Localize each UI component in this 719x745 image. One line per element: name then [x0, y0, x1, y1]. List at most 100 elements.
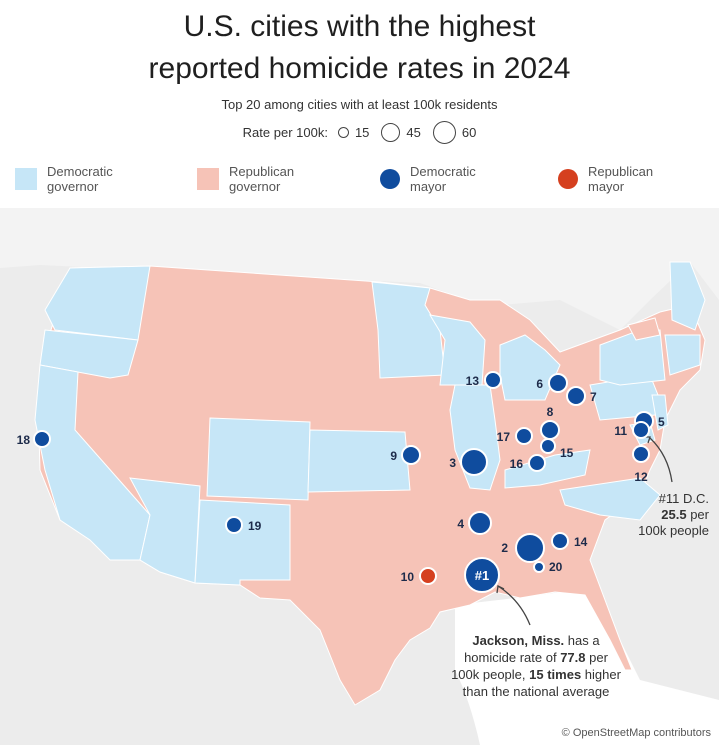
map-credit: © OpenStreetMap contributors	[561, 727, 711, 739]
city-circle[interactable]	[528, 454, 546, 472]
city-circle[interactable]	[533, 561, 545, 573]
city-circle[interactable]	[540, 438, 556, 454]
state-washington	[44, 265, 151, 341]
city-marker-2[interactable]: 2	[501, 533, 545, 563]
state-minnesota	[371, 281, 446, 379]
legend-label: Republican	[588, 164, 654, 179]
jackson-rate: 77.8	[560, 650, 585, 665]
dc-annotation-line1: #11 D.C.	[659, 491, 709, 506]
title-line-1: U.S. cities with the highest	[183, 10, 536, 43]
city-rank-label: 18	[17, 433, 31, 447]
city-rank-label: 15	[560, 446, 574, 460]
city-rank-label: 3	[449, 456, 456, 470]
city-marker-16[interactable]: 16	[510, 454, 546, 472]
jackson-annotation-line2: homicide rate of 77.8 per	[464, 650, 608, 665]
city-marker-20[interactable]: 20	[533, 560, 563, 574]
dc-leader-line	[649, 437, 673, 483]
city-circle[interactable]	[540, 420, 560, 440]
city-marker-10[interactable]: 10	[401, 567, 437, 585]
city-marker-4[interactable]: 4	[457, 511, 492, 535]
jackson-city: Jackson, Miss.	[472, 633, 564, 648]
jackson-annotation-line3: 100k people, 15 times higher	[451, 667, 622, 682]
size-key-value-small: 15	[354, 125, 370, 140]
gulf-water	[455, 592, 719, 745]
jackson-text: has a	[564, 633, 600, 648]
jackson-text: higher	[581, 667, 621, 682]
legend-rep-mayor: Republican mayor	[558, 164, 653, 194]
city-circle[interactable]	[419, 567, 437, 585]
city-rank-label: 20	[549, 560, 563, 574]
jackson-annotation-line1: Jackson, Miss. has a	[472, 633, 600, 648]
city-marker-14[interactable]: 14	[551, 532, 588, 550]
city-rank-label: 2	[501, 541, 508, 555]
city-marker-15[interactable]: 15	[540, 438, 574, 460]
state-vermont-nh	[627, 317, 661, 341]
jackson-annotation: Jackson, Miss. has a homicide rate of 77…	[451, 633, 622, 699]
city-circle[interactable]	[464, 557, 500, 593]
jackson-leader-arrow	[496, 585, 505, 594]
jackson-annotation-line4: than the national average	[463, 684, 610, 699]
city-markers: #1 2 3 4 5 6 7 8 9 10 11 12 13 14 15 16 17 18 19 20	[17, 371, 665, 593]
city-circle[interactable]	[225, 516, 243, 534]
city-circle[interactable]	[484, 371, 502, 389]
size-key-value-large: 60	[461, 125, 477, 140]
state-new-jersey	[651, 394, 669, 431]
city-rank-label: 5	[658, 415, 665, 429]
city-marker-18[interactable]: 18	[17, 430, 51, 448]
city-rank-label: #1	[475, 568, 489, 583]
city-marker-6[interactable]: 6	[536, 373, 568, 393]
city-circle[interactable]	[548, 373, 568, 393]
city-marker-13[interactable]: 13	[466, 371, 502, 389]
legend-label: Republican	[229, 164, 295, 179]
city-circle[interactable]	[632, 421, 650, 439]
city-circle[interactable]	[401, 445, 421, 465]
dc-annotation: #11 D.C. 25.5 per 100k people	[638, 491, 710, 538]
state-new-mexico	[194, 499, 291, 586]
city-marker-1[interactable]: #1	[464, 557, 500, 593]
city-marker-7[interactable]: 7	[566, 386, 597, 406]
legend: Democratic governor Republican governor De…	[15, 164, 715, 204]
legend-label: Democratic	[47, 164, 113, 179]
city-circle[interactable]	[632, 445, 650, 463]
dc-annotation-line2: 25.5 per	[661, 507, 709, 522]
city-rank-label: 14	[574, 535, 588, 549]
state-maine	[669, 261, 706, 331]
legend-swatch-rep-governor	[197, 168, 219, 190]
size-key-label: Rate per 100k:	[242, 125, 328, 140]
city-rank-label: 17	[497, 430, 511, 444]
us-map: #1 2 3 4 5 6 7 8 9 10 11 12 13 14 15 16 17 18 19 20 #11 D.C…	[0, 208, 719, 745]
city-marker-12[interactable]: 12	[632, 445, 650, 484]
city-circle[interactable]	[468, 511, 492, 535]
city-circle[interactable]	[460, 448, 488, 476]
city-marker-9[interactable]: 9	[390, 445, 421, 465]
city-rank-label: 7	[590, 390, 597, 404]
state-california	[34, 364, 151, 561]
legend-label: mayor	[588, 179, 625, 194]
legend-rep-governor: Republican governor	[197, 164, 294, 194]
chart-title: U.S. cities with the highest reported ho…	[0, 6, 719, 90]
dc-annotation-line3: 100k people	[638, 523, 709, 538]
city-circle[interactable]	[515, 427, 533, 445]
city-marker-17[interactable]: 17	[497, 427, 533, 445]
state-north-carolina	[559, 477, 661, 521]
city-circle[interactable]	[566, 386, 586, 406]
city-circle[interactable]	[515, 533, 545, 563]
city-circle[interactable]	[551, 532, 569, 550]
city-marker-11[interactable]: 11	[614, 421, 650, 439]
state-colorado	[206, 417, 311, 501]
legend-label: governor	[229, 179, 281, 194]
city-rank-label: 10	[401, 570, 415, 584]
city-marker-19[interactable]: 19	[225, 516, 262, 534]
city-circle[interactable]	[33, 430, 51, 448]
dc-rate-unit: per	[687, 507, 710, 522]
state-kansas	[307, 429, 411, 493]
jackson-multiplier: 15 times	[529, 667, 581, 682]
legend-dem-mayor: Democratic mayor	[380, 164, 476, 194]
state-massachusetts	[664, 334, 701, 376]
size-key-circle-medium	[381, 123, 401, 142]
city-rank-label: 8	[547, 405, 554, 419]
legend-dot-dem-mayor	[380, 169, 400, 189]
city-marker-3[interactable]: 3	[449, 448, 488, 476]
title-line-2: reported homicide rates in 2024	[148, 52, 571, 85]
size-key: Rate per 100k: 15 45 60	[0, 121, 719, 144]
